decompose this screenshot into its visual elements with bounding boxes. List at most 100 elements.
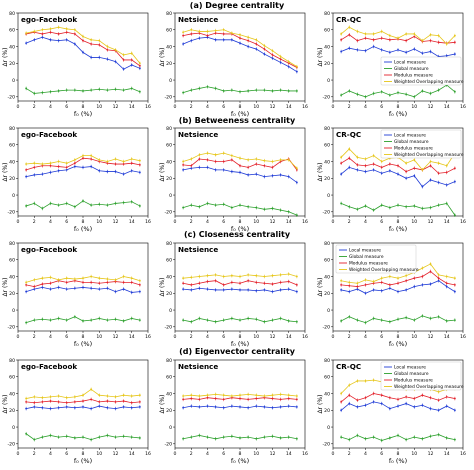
data-point (33, 278, 36, 281)
x-tick-label: 4 (364, 451, 367, 457)
x-tick-label: 2 (190, 451, 193, 457)
x-tick-label: 10 (411, 451, 417, 457)
data-point (405, 39, 408, 42)
y-tick-label: 60 (166, 258, 172, 264)
y-axis-label: Δr (%) (317, 278, 324, 297)
data-point (340, 436, 343, 439)
data-point (356, 208, 359, 211)
data-point (380, 30, 383, 33)
y-tick-label: 20 (166, 61, 172, 67)
x-tick-label: 14 (286, 219, 292, 225)
x-tick-label: 14 (444, 334, 450, 340)
data-point (182, 31, 185, 34)
data-point (214, 204, 217, 207)
data-point (122, 163, 125, 165)
y-tick-label: -20 (322, 325, 330, 331)
data-point (57, 26, 60, 29)
data-point (429, 206, 432, 209)
x-tick-label: 8 (397, 334, 400, 340)
data-point (380, 402, 383, 405)
data-point (49, 407, 52, 410)
data-point (138, 437, 141, 439)
data-point (98, 56, 101, 59)
data-point (214, 273, 217, 276)
data-point (182, 398, 185, 401)
data-point (198, 37, 201, 40)
data-point (287, 65, 290, 68)
data-point (49, 319, 52, 322)
y-tick-label: -20 (7, 442, 15, 448)
data-point (25, 175, 28, 178)
data-point (182, 34, 185, 37)
data-point (247, 174, 250, 176)
data-point (49, 38, 52, 41)
data-point (255, 274, 258, 277)
data-point (445, 54, 448, 57)
data-point (25, 321, 28, 324)
data-point (138, 171, 141, 174)
x-tick-label: 6 (222, 451, 225, 457)
data-point (90, 38, 93, 41)
x-tick-label: 2 (190, 104, 193, 110)
data-point (65, 28, 68, 30)
data-point (98, 282, 101, 285)
data-point (33, 319, 36, 322)
data-point (198, 158, 201, 160)
y-tick-label: -20 (7, 325, 15, 331)
legend-entry: Modulus measure (349, 261, 388, 267)
data-point (356, 319, 359, 322)
data-point (437, 433, 440, 436)
data-point (397, 204, 399, 207)
y-tick-label: 20 (324, 61, 330, 67)
data-point (437, 89, 440, 92)
data-point (106, 319, 109, 322)
data-point (41, 163, 44, 165)
x-tick-label: 12 (270, 104, 276, 110)
x-tick-label: 4 (49, 334, 52, 340)
data-point (222, 398, 225, 401)
data-point (98, 203, 101, 206)
data-point (348, 438, 351, 441)
data-point (114, 158, 117, 160)
data-point (364, 33, 367, 35)
data-point (98, 39, 101, 42)
data-point (397, 282, 399, 285)
data-point (65, 277, 68, 280)
data-point (405, 274, 408, 277)
data-point (348, 166, 351, 169)
data-point (340, 94, 343, 97)
data-point (247, 289, 250, 291)
data-point (340, 202, 343, 205)
legend-entry: Global measure (394, 66, 429, 72)
data-point (82, 277, 84, 280)
data-point (122, 288, 125, 290)
data-point (279, 398, 282, 401)
data-point (122, 435, 125, 438)
data-point (190, 89, 193, 92)
x-tick-label: 2 (348, 219, 351, 225)
y-tick-label: 40 (166, 274, 172, 280)
data-point (405, 395, 408, 398)
data-point (130, 162, 133, 165)
x-tick-label: 10 (253, 334, 259, 340)
data-point (230, 435, 233, 438)
data-point (73, 278, 76, 280)
data-point (106, 160, 109, 163)
data-point (49, 164, 52, 167)
data-point (380, 277, 383, 280)
data-point (340, 289, 343, 291)
data-point (356, 399, 359, 402)
data-point (114, 170, 117, 173)
data-point (49, 288, 52, 290)
data-point (279, 273, 282, 276)
legend-entry: Weighted Overlapping measure (394, 384, 464, 390)
data-point (453, 214, 456, 217)
data-point (413, 406, 416, 408)
data-point (122, 54, 125, 56)
data-point (33, 288, 36, 290)
data-point (340, 320, 343, 322)
data-point (348, 47, 351, 50)
data-point (388, 51, 391, 54)
data-point (73, 315, 76, 318)
data-point (445, 202, 448, 205)
